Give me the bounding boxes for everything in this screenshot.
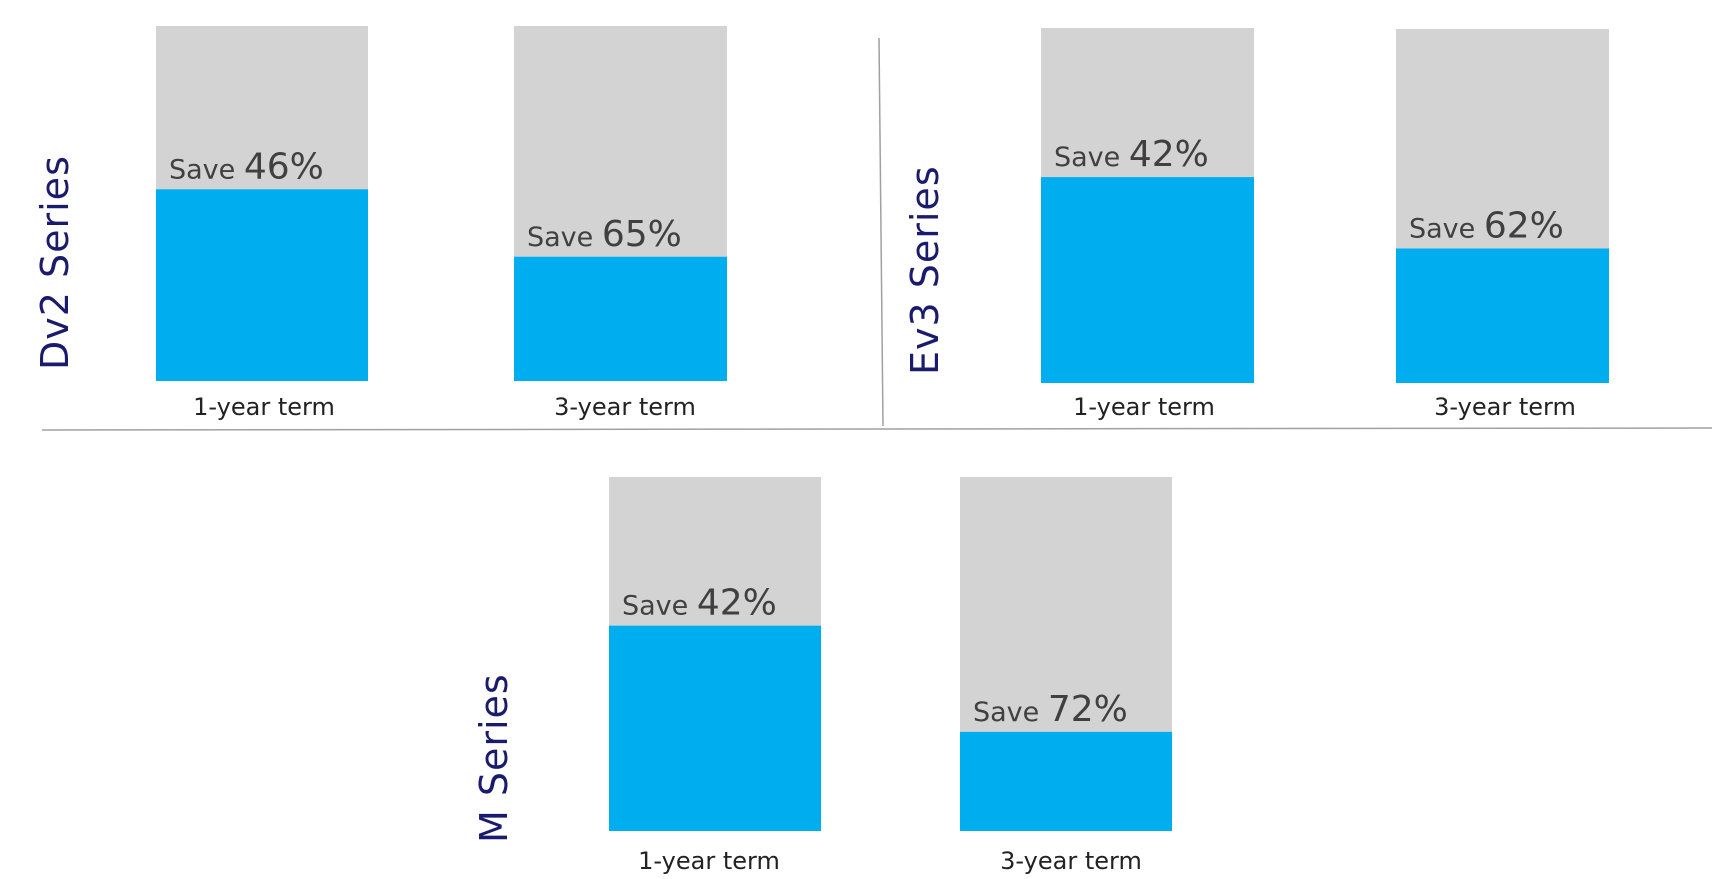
discounted-bar bbox=[156, 189, 368, 381]
save-word: Save bbox=[169, 154, 244, 185]
savings-label: Save 42% bbox=[622, 583, 777, 624]
save-percent: 46% bbox=[244, 146, 324, 187]
save-percent: 72% bbox=[1048, 689, 1128, 730]
save-word: Save bbox=[622, 591, 697, 622]
discounted-bar bbox=[960, 731, 1172, 831]
series-title: Dv2 Series bbox=[33, 155, 77, 370]
discounted-bar bbox=[609, 625, 821, 831]
save-percent: 42% bbox=[697, 583, 777, 624]
term-label: 3-year term bbox=[1000, 847, 1142, 875]
save-percent: 42% bbox=[1129, 134, 1209, 175]
term-label: 1-year term bbox=[638, 847, 780, 875]
save-word: Save bbox=[973, 697, 1048, 728]
vertical-divider bbox=[878, 37, 884, 427]
savings-label: Save 62% bbox=[1409, 205, 1564, 246]
series-title: Ev3 Series bbox=[903, 165, 947, 375]
term-label: 1-year term bbox=[1073, 393, 1215, 421]
term-label: 1-year term bbox=[193, 393, 335, 421]
series-panel: Dv2 Series Save 46% 1-year term Save 65% 3-y… bbox=[33, 26, 727, 421]
save-percent: 65% bbox=[602, 214, 682, 255]
save-percent: 62% bbox=[1484, 205, 1564, 246]
horizontal-divider bbox=[41, 427, 1713, 431]
term-label: 3-year term bbox=[1434, 393, 1576, 421]
save-word: Save bbox=[1054, 142, 1129, 173]
series-title: M Series bbox=[472, 673, 516, 843]
save-word: Save bbox=[1409, 213, 1484, 244]
savings-label: Save 42% bbox=[1054, 134, 1209, 175]
savings-label: Save 65% bbox=[527, 214, 682, 255]
term-label: 3-year term bbox=[554, 393, 696, 421]
savings-label: Save 46% bbox=[169, 146, 324, 187]
discounted-bar bbox=[514, 256, 727, 381]
save-word: Save bbox=[527, 222, 602, 253]
savings-label: Save 72% bbox=[973, 689, 1128, 730]
series-panel: Ev3 Series Save 42% 1-year term Save 62% 3-y… bbox=[903, 28, 1609, 421]
discounted-bar bbox=[1396, 248, 1609, 383]
discounted-bar bbox=[1041, 177, 1254, 383]
series-panel: M Series Save 42% 1-year term Save 72% 3-yea… bbox=[472, 477, 1172, 875]
